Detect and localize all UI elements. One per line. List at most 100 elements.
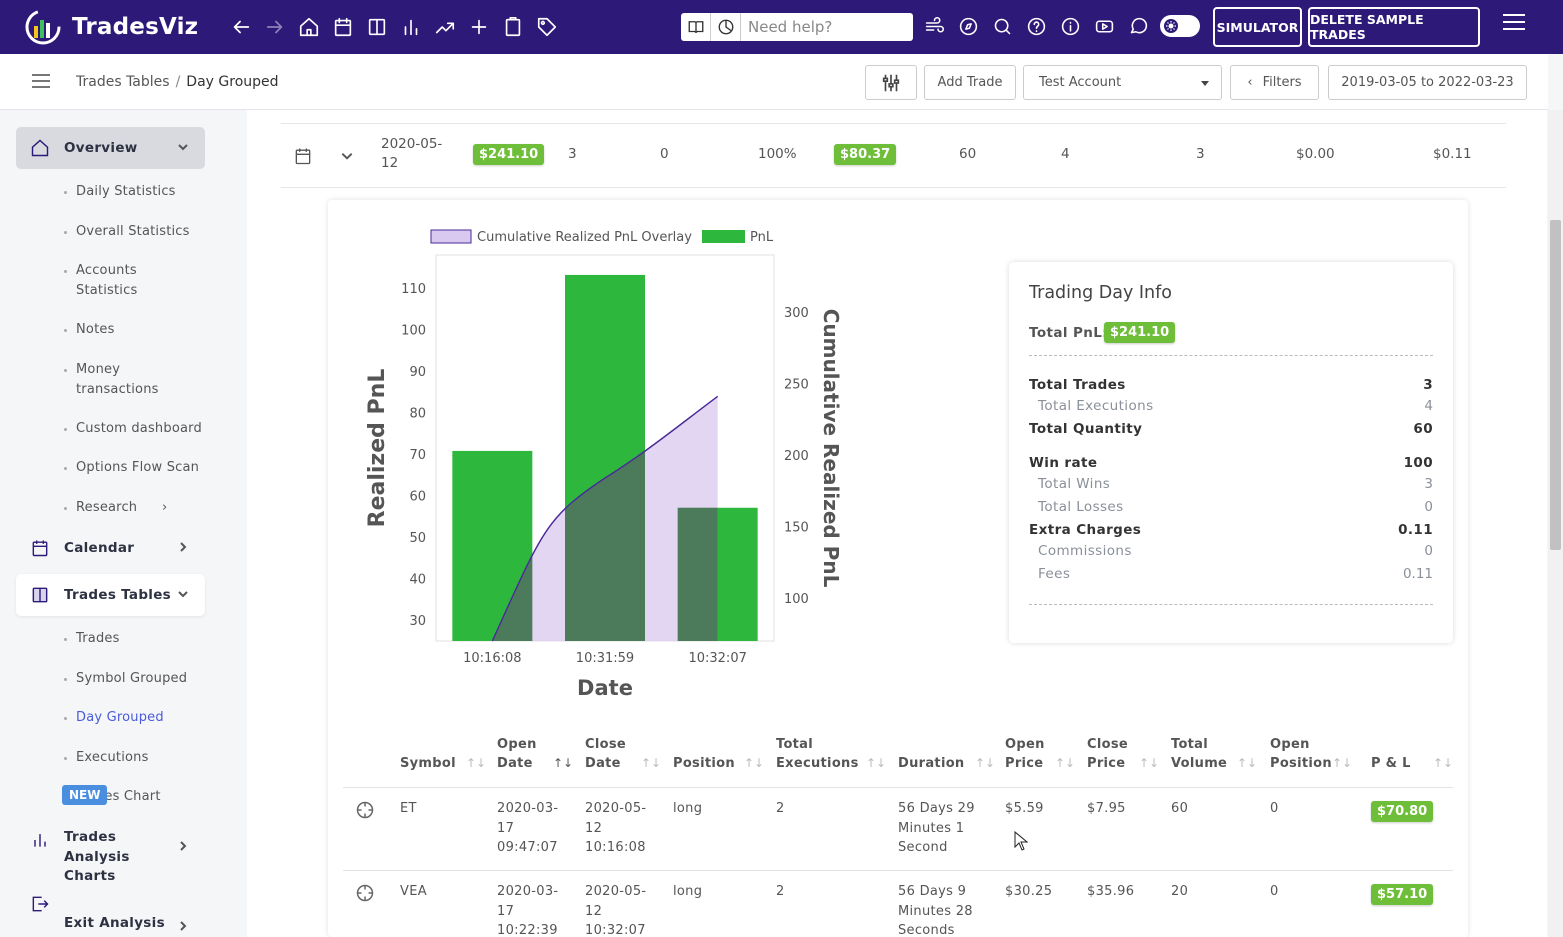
date-range-picker[interactable]: 2019-03-05 to 2022-03-23: [1328, 65, 1527, 100]
book-icon[interactable]: [681, 13, 711, 41]
table-columns-icon[interactable]: [365, 15, 389, 39]
delete-sample-trades-button[interactable]: DELETE SAMPLE TRADES: [1308, 7, 1480, 47]
column-header-open-position[interactable]: Open Position: [1270, 737, 1332, 771]
divider: [1029, 355, 1433, 356]
brand[interactable]: TradesViz: [24, 8, 209, 46]
sort-arrows-icon[interactable]: ↑↓: [641, 756, 662, 770]
sort-arrows-icon[interactable]: ↑↓: [1055, 756, 1076, 770]
simulator-button[interactable]: SIMULATOR: [1213, 7, 1302, 47]
bar-chart-icon[interactable]: [399, 15, 423, 39]
column-header-duration[interactable]: Duration: [898, 756, 965, 771]
calendar-icon[interactable]: [293, 146, 313, 166]
column-header-position[interactable]: Position: [673, 756, 735, 771]
sidebar-subitem-custom-dashboard[interactable]: Custom dashboard: [64, 419, 202, 439]
filters-button[interactable]: ‹ Filters: [1230, 65, 1319, 100]
sidebar-subitem-accounts-statistics[interactable]: Accounts Statistics: [64, 261, 174, 300]
search-icon[interactable]: [990, 14, 1014, 38]
sidebar-item-trades-tables[interactable]: Trades Tables: [16, 574, 205, 616]
legend-label-overlay[interactable]: Cumulative Realized PnL Overlay: [477, 230, 692, 245]
account-select-value: Test Account: [1039, 75, 1122, 90]
sidebar-subitem-executions[interactable]: Executions: [64, 748, 149, 768]
scrollbar-thumb[interactable]: [1550, 220, 1561, 550]
sidebar-item-trades-analysis-charts[interactable]: Trades Analysis Charts: [16, 826, 205, 884]
y-tick-label: 50: [409, 531, 426, 546]
sort-arrows-icon[interactable]: ↑↓: [1237, 756, 1258, 770]
sidebar-toggle-icon[interactable]: [32, 74, 50, 88]
sort-arrows-icon[interactable]: ↑↓: [553, 756, 574, 770]
wind-icon[interactable]: [922, 14, 946, 38]
sidebar-subitem-day-grouped[interactable]: Day Grouped: [64, 708, 164, 728]
sort-arrows-icon[interactable]: ↑↓: [975, 756, 996, 770]
table-header-divider: [343, 787, 1453, 788]
crosshair-icon[interactable]: [356, 884, 374, 902]
sidebar-item-overview[interactable]: Overview: [16, 127, 205, 169]
sidebar-item-exit-analysis[interactable]: Exit Analysis: [16, 890, 205, 932]
account-select[interactable]: Test Account: [1023, 65, 1222, 100]
forward-arrow-icon[interactable]: [263, 15, 287, 39]
chat-icon[interactable]: [1126, 14, 1150, 38]
column-header-p-l[interactable]: P & L: [1371, 756, 1411, 771]
cell-duration: 56 Days 9 Minutes 28 Seconds: [898, 884, 973, 937]
sort-arrows-icon[interactable]: ↑↓: [1433, 756, 1454, 770]
crosshair-icon[interactable]: [356, 801, 374, 819]
home-icon[interactable]: [297, 15, 321, 39]
column-header-close-price[interactable]: Close Price: [1087, 737, 1128, 771]
column-header-total-volume[interactable]: Total Volume: [1171, 737, 1228, 771]
column-header-close-date[interactable]: Close Date: [585, 737, 626, 771]
clipboard-icon[interactable]: [501, 15, 525, 39]
pie-chart-icon[interactable]: [711, 13, 741, 41]
legend-swatch-pnl[interactable]: [702, 230, 745, 243]
sidebar-subitem-trades[interactable]: Trades: [64, 629, 120, 649]
main-menu-icon[interactable]: [1503, 14, 1525, 32]
trending-up-icon[interactable]: [433, 15, 457, 39]
summary-commissions: $0.00: [1296, 146, 1335, 162]
sort-arrows-icon[interactable]: ↑↓: [466, 756, 487, 770]
sidebar-subitem-symbol-grouped[interactable]: Symbol Grouped: [64, 669, 187, 689]
tag-icon[interactable]: [535, 15, 559, 39]
question-icon[interactable]: [1024, 14, 1048, 38]
y-tick-label: 40: [409, 573, 426, 588]
theme-toggle[interactable]: [1160, 15, 1200, 37]
sidebar-subitem-daily-statistics[interactable]: Daily Statistics: [64, 182, 176, 202]
youtube-icon[interactable]: [1092, 14, 1116, 38]
back-arrow-icon[interactable]: [229, 15, 253, 39]
sidebar-subitem-options-flow-scan[interactable]: Options Flow Scan: [64, 458, 199, 478]
cell-open-position: 0: [1270, 801, 1279, 816]
info-row-label: Total Executions: [1038, 398, 1154, 414]
plus-icon[interactable]: [467, 15, 491, 39]
add-trade-button[interactable]: Add Trade: [924, 65, 1016, 100]
cell-executions: 2: [776, 884, 785, 899]
help-input[interactable]: Need help?: [748, 18, 833, 36]
sort-arrows-icon[interactable]: ↑↓: [866, 756, 887, 770]
cell-duration: 56 Days 29 Minutes 1 Second: [898, 801, 975, 855]
sidebar-subitem-notes[interactable]: Notes: [64, 320, 115, 340]
column-header-symbol[interactable]: Symbol: [400, 756, 456, 771]
breadcrumb-parent[interactable]: Trades Tables: [76, 74, 170, 90]
sort-arrows-icon[interactable]: ↑↓: [1332, 756, 1353, 770]
calendar-icon[interactable]: [331, 15, 355, 39]
x-tick-label: 10:16:08: [463, 651, 521, 666]
page-scrollbar[interactable]: [1548, 110, 1563, 937]
column-header-open-price[interactable]: Open Price: [1005, 737, 1045, 771]
y-tick-label: 60: [409, 490, 426, 505]
info-row-value: 3: [1423, 377, 1433, 393]
legend-label-pnl[interactable]: PnL: [750, 230, 774, 245]
sidebar-item-calendar[interactable]: Calendar: [16, 527, 205, 569]
column-header-open-date[interactable]: Open Date: [497, 737, 537, 771]
info-icon[interactable]: [1058, 14, 1082, 38]
column-header-total-executions[interactable]: Total Executions: [776, 737, 859, 771]
sidebar-subitem-research[interactable]: Research ›: [64, 498, 174, 518]
total-pnl-badge: $241.10: [1104, 322, 1176, 343]
chart-legend[interactable]: Cumulative Realized PnL Overlay PnL: [430, 229, 774, 245]
chevron-down-icon[interactable]: [340, 149, 354, 163]
column-settings-button[interactable]: [865, 65, 917, 100]
sidebar-subitem-money-transactions[interactable]: Money transactions: [64, 360, 174, 399]
sidebar-subitem-overall-statistics[interactable]: Overall Statistics: [64, 222, 190, 242]
help-search-box[interactable]: Need help?: [681, 13, 913, 41]
total-pnl-label: Total PnL:: [1029, 325, 1109, 341]
sort-arrows-icon[interactable]: ↑↓: [1139, 756, 1160, 770]
sort-arrows-icon[interactable]: ↑↓: [744, 756, 765, 770]
legend-swatch-overlay[interactable]: [430, 229, 472, 244]
day-summary-row[interactable]: 2020-05-12 $241.10 3 0 100% $80.37 60 4 …: [281, 123, 1506, 188]
compass-icon[interactable]: [956, 14, 980, 38]
